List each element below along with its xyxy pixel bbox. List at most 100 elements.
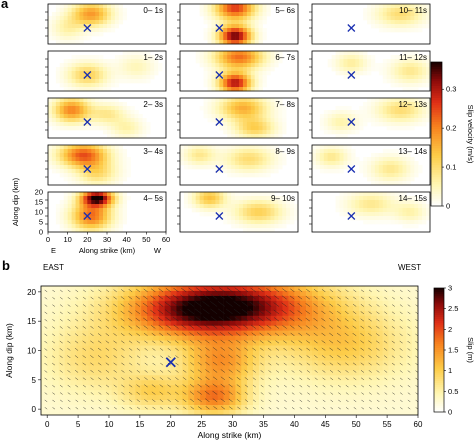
colorbar-tick-label: 0.3 (446, 85, 456, 94)
slip-vector (44, 407, 48, 410)
slip-cell (317, 405, 325, 411)
slip-velocity-cell (75, 208, 80, 213)
slip-vector (121, 407, 125, 410)
slip-vector (128, 333, 133, 337)
slip-vector (202, 308, 210, 315)
slip-cell (223, 325, 230, 331)
slip-velocity-cell (394, 118, 399, 123)
slip-velocity-cell (215, 36, 220, 41)
slip-velocity-cell (59, 63, 65, 68)
slip-velocity-cell (91, 161, 96, 166)
slip-velocity-cell (199, 161, 204, 166)
slip-velocity-cell (231, 63, 236, 68)
slip-cell (317, 345, 325, 351)
slip-cell (300, 380, 307, 386)
slip-velocity-cell (223, 16, 228, 21)
slip-velocity-cell (266, 145, 271, 150)
slip-velocity-cell (394, 106, 399, 111)
slip-cell (258, 380, 266, 386)
slip-velocity-cell (239, 98, 244, 103)
slip-cell (258, 345, 266, 351)
slip-vector (195, 294, 202, 300)
slip-velocity-cell (323, 110, 329, 115)
slip-vector (180, 316, 187, 322)
slip-cell (188, 340, 195, 346)
slip-velocity-cell (83, 204, 88, 209)
slip-velocity-cell (91, 181, 96, 186)
slip-velocity-cell (339, 208, 344, 213)
slip-velocity-cell (83, 196, 88, 201)
slip-vector (167, 340, 171, 344)
slip-cell (223, 290, 230, 297)
slip-cell (382, 385, 389, 391)
slip-vector (90, 289, 94, 293)
slip-cell (158, 325, 165, 331)
slip-velocity-cell (107, 216, 112, 221)
slip-velocity-cell (215, 114, 220, 119)
slip-vector (157, 317, 164, 322)
slip-velocity-cell (246, 8, 252, 13)
slip-cell (376, 405, 383, 411)
slip-cell (176, 320, 183, 326)
slip-velocity-cell (114, 59, 120, 64)
slip-velocity-cell (262, 98, 267, 103)
slip-velocity-cell (239, 204, 244, 209)
slip-cell (88, 345, 95, 351)
slip-velocity-cell (91, 59, 96, 64)
slip-cell (347, 395, 354, 401)
slip-velocity-cell (75, 102, 80, 107)
slip-velocity-cell (402, 216, 407, 221)
slip-velocity-cell (250, 67, 256, 72)
slip-vector (59, 385, 63, 388)
slip-cell (347, 355, 354, 361)
slip-cell (123, 340, 130, 346)
slip-velocity-cell (250, 228, 256, 233)
slip-velocity-cell (343, 165, 348, 170)
slip-cell (241, 400, 248, 406)
slip-cell (288, 286, 295, 292)
slip-cell (406, 290, 413, 297)
slip-velocity-cell (110, 102, 116, 107)
slip-velocity-cell (107, 114, 112, 119)
slip-vector (194, 301, 202, 307)
slip-cell (217, 295, 224, 302)
slip-velocity-cell (103, 200, 108, 205)
colorbar-cell (431, 136, 442, 140)
slip-velocity-cell (254, 165, 259, 170)
slip-cell (359, 395, 366, 401)
slip-velocity-cell (242, 204, 248, 209)
slip-velocity-cell (75, 71, 80, 76)
slip-cell (264, 380, 272, 386)
slip-vector (113, 340, 117, 344)
slip-cell (223, 320, 230, 326)
slip-velocity-cell (359, 192, 364, 197)
slip-cell (270, 310, 277, 317)
slip-cell (364, 365, 372, 371)
slip-velocity-cell (203, 165, 208, 170)
slip-cell (341, 286, 348, 292)
slip-cell (94, 405, 101, 411)
slip-cell (58, 400, 65, 406)
slip-velocity-cell (262, 153, 267, 158)
slip-vector (90, 333, 94, 337)
slip-cell (176, 350, 183, 356)
slip-cell (412, 315, 418, 322)
slip-velocity-cell (390, 169, 395, 174)
slip-velocity-cell (91, 216, 96, 221)
slip-velocity-cell (426, 216, 431, 221)
x-axis-label: Along strike (km) (79, 246, 136, 255)
slip-cell (82, 395, 89, 401)
slip-cell (276, 355, 283, 361)
slip-cell (46, 365, 54, 371)
slip-cell (82, 320, 89, 326)
slip-cell (123, 300, 130, 307)
slip-cell (311, 286, 319, 292)
slip-velocity-cell (71, 87, 76, 92)
slip-cell (235, 330, 242, 336)
slip-velocity-cell (107, 212, 112, 217)
slip-velocity-cell (347, 51, 352, 56)
slip-cell (276, 350, 283, 356)
slip-velocity-cell (103, 212, 108, 217)
slip-cell (217, 290, 224, 297)
slip-velocity-cell (107, 16, 112, 21)
